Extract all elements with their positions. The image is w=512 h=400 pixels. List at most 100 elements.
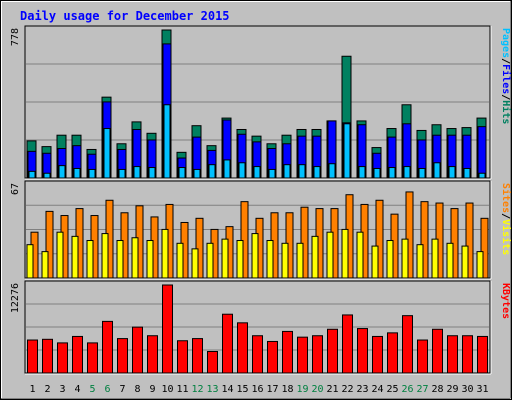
usage-bar-pages (133, 166, 141, 179)
visits-bar-sites (191, 248, 199, 279)
visits-bar-sites (341, 228, 349, 279)
kbytes-bar-kbytes (27, 339, 38, 374)
usage-bar-pages (148, 167, 156, 179)
visits-bar-sites (296, 242, 304, 279)
visits-bar-visits (420, 201, 429, 279)
kbytes-legend-item: KBytes (500, 283, 511, 319)
visits-bar-visits (300, 206, 309, 279)
day-label: 28 (431, 384, 443, 395)
visits-bar-sites (71, 235, 79, 279)
usage-bar-pages (58, 165, 66, 179)
usage-y-max-label: 778 (10, 28, 21, 46)
day-label: 4 (74, 384, 80, 395)
chart-title: Daily usage for December 2015 (20, 9, 230, 23)
day-label: 3 (59, 384, 65, 395)
visits-bar-visits (45, 210, 54, 279)
visits-bar-sites (26, 244, 34, 279)
day-label: 6 (104, 384, 110, 395)
usage-bar-pages (343, 123, 351, 179)
usage-bar-pages (268, 168, 276, 179)
visits-bars (26, 191, 489, 279)
day-label: 30 (461, 384, 473, 395)
day-label: 24 (371, 384, 383, 395)
day-label: 7 (119, 384, 125, 395)
usage-bar-pages (373, 167, 381, 179)
day-label: 26 (401, 384, 413, 395)
usage-bar-pages (313, 166, 321, 179)
usage-bar-pages (283, 164, 291, 179)
visits-bar-visits (240, 201, 249, 279)
kbytes-bar-kbytes (72, 335, 83, 374)
usage-bar-pages (403, 166, 411, 179)
usage-bar-pages (28, 170, 36, 179)
visits-bar-sites (41, 251, 49, 279)
usage-bar-pages (193, 168, 201, 179)
usage-bar-pages (388, 167, 396, 179)
usage-bar-pages (298, 164, 306, 179)
kbytes-bar-kbytes (387, 332, 398, 374)
day-label: 20 (311, 384, 323, 395)
visits-bar-sites (266, 240, 274, 279)
kbytes-bar-kbytes (177, 340, 188, 374)
kbytes-bar-kbytes (357, 328, 368, 374)
visits-bar-sites (86, 240, 94, 279)
kbytes-bar-kbytes (147, 335, 158, 374)
visits-bar-visits (375, 199, 384, 279)
visits-legend: Sites/Visits (500, 183, 512, 255)
visits-legend-item: Sites (500, 183, 512, 213)
visits-legend-item: / (500, 213, 511, 219)
day-label: 11 (176, 384, 188, 395)
visits-bar-sites (446, 242, 454, 279)
visits-bar-sites (131, 237, 139, 279)
kbytes-bar-kbytes (312, 335, 323, 374)
usage-bar-pages (208, 164, 216, 179)
usage-bar-pages (163, 104, 171, 179)
visits-y-max-label: 67 (10, 183, 21, 195)
kbytes-bar-kbytes (162, 284, 173, 374)
day-label: 5 (89, 384, 95, 395)
usage-bar-pages (223, 159, 231, 179)
usage-bar-pages (478, 172, 486, 179)
visits-bar-sites (416, 244, 424, 279)
panel-kbytes: 12276 KBytes (10, 280, 511, 375)
usage-bars (26, 29, 487, 179)
kbytes-bar-kbytes (192, 338, 203, 374)
usage-bar-files (477, 126, 487, 179)
visits-bar-sites (161, 228, 169, 279)
day-label: 14 (221, 384, 233, 395)
usage-bar-pages (178, 167, 186, 179)
day-label: 12 (191, 384, 203, 395)
usage-bar-pages (358, 166, 366, 179)
usage-legend: Pages/Files/Hits (500, 28, 512, 124)
visits-bar-sites (311, 235, 319, 279)
day-label: 2 (44, 384, 50, 395)
day-label: 18 (281, 384, 293, 395)
visits-bar-sites (221, 238, 229, 279)
kbytes-bar-kbytes (87, 342, 98, 374)
visits-bar-sites (431, 238, 439, 279)
visits-bar-visits (480, 217, 489, 279)
kbytes-bar-kbytes (462, 335, 473, 374)
day-label: 25 (386, 384, 398, 395)
kbytes-bar-kbytes (252, 335, 263, 374)
day-label: 15 (236, 384, 248, 395)
usage-bar-pages (43, 172, 51, 179)
visits-bar-sites (371, 245, 379, 279)
day-label: 21 (326, 384, 338, 395)
visits-bar-sites (101, 233, 109, 279)
visits-bar-sites (206, 242, 214, 279)
panel-usage: 778 Pages/Files/Hits (10, 25, 512, 180)
visits-bar-sites (401, 238, 409, 279)
day-label: 9 (149, 384, 155, 395)
visits-bar-sites (326, 231, 334, 279)
visits-legend-item: Visits (500, 219, 512, 255)
visits-bar-sites (476, 251, 484, 279)
kbytes-bar-kbytes (237, 322, 248, 374)
kbytes-bar-kbytes (432, 328, 443, 374)
usage-legend-item: Pages (500, 28, 511, 58)
panel-visits: 67 Sites/Visits (10, 180, 512, 280)
usage-bar-pages (253, 166, 261, 179)
visits-bar-visits (195, 217, 204, 279)
